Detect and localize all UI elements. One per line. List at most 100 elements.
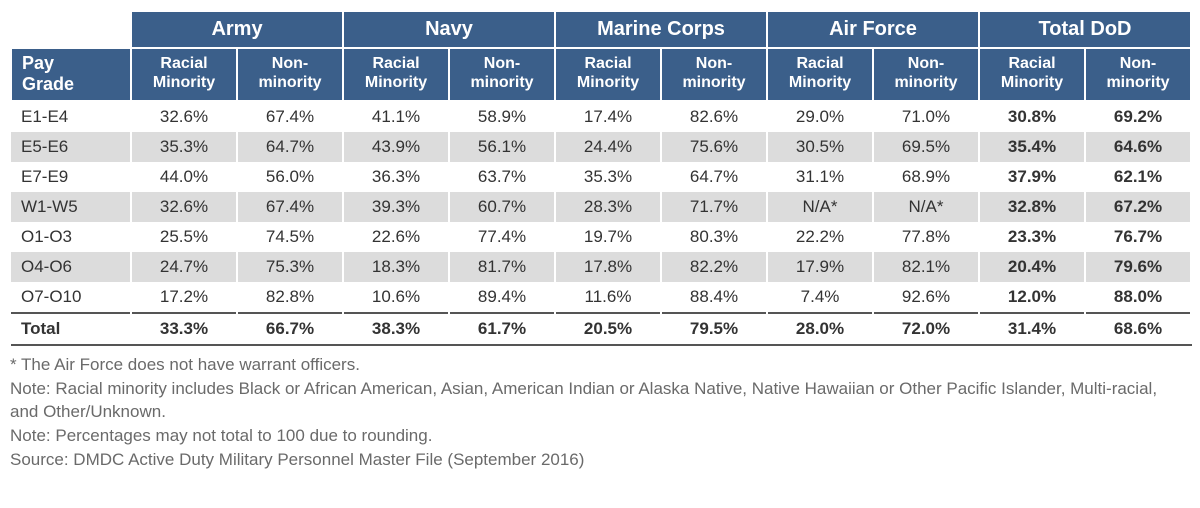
data-cell: 33.3% — [131, 313, 237, 345]
data-cell: 64.6% — [1085, 132, 1191, 162]
col-minority: RacialMinority — [979, 48, 1085, 101]
data-cell: 31.4% — [979, 313, 1085, 345]
data-cell: 39.3% — [343, 192, 449, 222]
paygrade-header: PayGrade — [11, 48, 131, 101]
data-cell: 41.1% — [343, 101, 449, 132]
col-nonminority: Non-minority — [449, 48, 555, 101]
col-minority: RacialMinority — [555, 48, 661, 101]
data-cell: 76.7% — [1085, 222, 1191, 252]
data-cell: 35.3% — [131, 132, 237, 162]
row-label: E1-E4 — [11, 101, 131, 132]
data-cell: 35.3% — [555, 162, 661, 192]
col-nonminority: Non-minority — [237, 48, 343, 101]
data-cell: 32.6% — [131, 101, 237, 132]
data-cell: 82.1% — [873, 252, 979, 282]
note-line: Note: Racial minority includes Black or … — [10, 378, 1190, 424]
row-label: O4-O6 — [11, 252, 131, 282]
data-cell: 24.7% — [131, 252, 237, 282]
note-line: Source: DMDC Active Duty Military Person… — [10, 449, 1190, 472]
sub-header-row: PayGrade RacialMinority Non-minority Rac… — [11, 48, 1191, 101]
table-row: E1-E432.6%67.4%41.1%58.9%17.4%82.6%29.0%… — [11, 101, 1191, 132]
data-cell: 66.7% — [237, 313, 343, 345]
data-cell: 77.8% — [873, 222, 979, 252]
data-cell: 43.9% — [343, 132, 449, 162]
data-cell: 22.2% — [767, 222, 873, 252]
data-cell: 69.5% — [873, 132, 979, 162]
col-minority: RacialMinority — [131, 48, 237, 101]
data-cell: 23.3% — [979, 222, 1085, 252]
table-row: E5-E635.3%64.7%43.9%56.1%24.4%75.6%30.5%… — [11, 132, 1191, 162]
data-cell: 12.0% — [979, 282, 1085, 313]
data-cell: 36.3% — [343, 162, 449, 192]
branch-header: Marine Corps — [555, 11, 767, 48]
data-cell: 71.7% — [661, 192, 767, 222]
row-label: E5-E6 — [11, 132, 131, 162]
data-cell: 17.2% — [131, 282, 237, 313]
branch-header-row: Army Navy Marine Corps Air Force Total D… — [11, 11, 1191, 48]
row-label: Total — [11, 313, 131, 345]
data-cell: 75.6% — [661, 132, 767, 162]
data-cell: N/A* — [767, 192, 873, 222]
data-cell: 79.6% — [1085, 252, 1191, 282]
table-body: E1-E432.6%67.4%41.1%58.9%17.4%82.6%29.0%… — [11, 101, 1191, 345]
data-cell: 56.0% — [237, 162, 343, 192]
col-minority: RacialMinority — [767, 48, 873, 101]
data-cell: 25.5% — [131, 222, 237, 252]
data-cell: 44.0% — [131, 162, 237, 192]
data-cell: 68.9% — [873, 162, 979, 192]
data-cell: 24.4% — [555, 132, 661, 162]
data-cell: 67.2% — [1085, 192, 1191, 222]
data-cell: 32.6% — [131, 192, 237, 222]
data-cell: 79.5% — [661, 313, 767, 345]
row-label: E7-E9 — [11, 162, 131, 192]
data-cell: 67.4% — [237, 192, 343, 222]
table-row: O4-O624.7%75.3%18.3%81.7%17.8%82.2%17.9%… — [11, 252, 1191, 282]
data-cell: 63.7% — [449, 162, 555, 192]
data-cell: 28.0% — [767, 313, 873, 345]
data-cell: 89.4% — [449, 282, 555, 313]
data-cell: 88.0% — [1085, 282, 1191, 313]
data-cell: 17.8% — [555, 252, 661, 282]
data-cell: 64.7% — [661, 162, 767, 192]
data-cell: 37.9% — [979, 162, 1085, 192]
data-cell: 71.0% — [873, 101, 979, 132]
branch-header: Army — [131, 11, 343, 48]
data-cell: 38.3% — [343, 313, 449, 345]
branch-header: Navy — [343, 11, 555, 48]
data-cell: 11.6% — [555, 282, 661, 313]
total-row: Total33.3%66.7%38.3%61.7%20.5%79.5%28.0%… — [11, 313, 1191, 345]
data-cell: 61.7% — [449, 313, 555, 345]
table-row: E7-E944.0%56.0%36.3%63.7%35.3%64.7%31.1%… — [11, 162, 1191, 192]
data-cell: 32.8% — [979, 192, 1085, 222]
data-cell: 80.3% — [661, 222, 767, 252]
data-cell: 35.4% — [979, 132, 1085, 162]
data-cell: 77.4% — [449, 222, 555, 252]
branch-header: Air Force — [767, 11, 979, 48]
row-label: W1-W5 — [11, 192, 131, 222]
data-cell: 72.0% — [873, 313, 979, 345]
col-nonminority: Non-minority — [1085, 48, 1191, 101]
data-cell: 31.1% — [767, 162, 873, 192]
data-cell: 88.4% — [661, 282, 767, 313]
data-cell: 58.9% — [449, 101, 555, 132]
data-cell: 30.5% — [767, 132, 873, 162]
table-row: O1-O325.5%74.5%22.6%77.4%19.7%80.3%22.2%… — [11, 222, 1191, 252]
col-minority: RacialMinority — [343, 48, 449, 101]
note-line: Note: Percentages may not total to 100 d… — [10, 425, 1190, 448]
row-label: O7-O10 — [11, 282, 131, 313]
table-row: W1-W532.6%67.4%39.3%60.7%28.3%71.7%N/A*N… — [11, 192, 1191, 222]
note-line: * The Air Force does not have warrant of… — [10, 354, 1190, 377]
data-cell: 30.8% — [979, 101, 1085, 132]
col-nonminority: Non-minority — [873, 48, 979, 101]
data-cell: 19.7% — [555, 222, 661, 252]
data-cell: 17.4% — [555, 101, 661, 132]
data-cell: 74.5% — [237, 222, 343, 252]
data-cell: 56.1% — [449, 132, 555, 162]
data-cell: 62.1% — [1085, 162, 1191, 192]
data-cell: 22.6% — [343, 222, 449, 252]
table-row: O7-O1017.2%82.8%10.6%89.4%11.6%88.4%7.4%… — [11, 282, 1191, 313]
data-cell: 17.9% — [767, 252, 873, 282]
data-cell: 10.6% — [343, 282, 449, 313]
data-cell: 67.4% — [237, 101, 343, 132]
table-notes: * The Air Force does not have warrant of… — [10, 354, 1190, 472]
